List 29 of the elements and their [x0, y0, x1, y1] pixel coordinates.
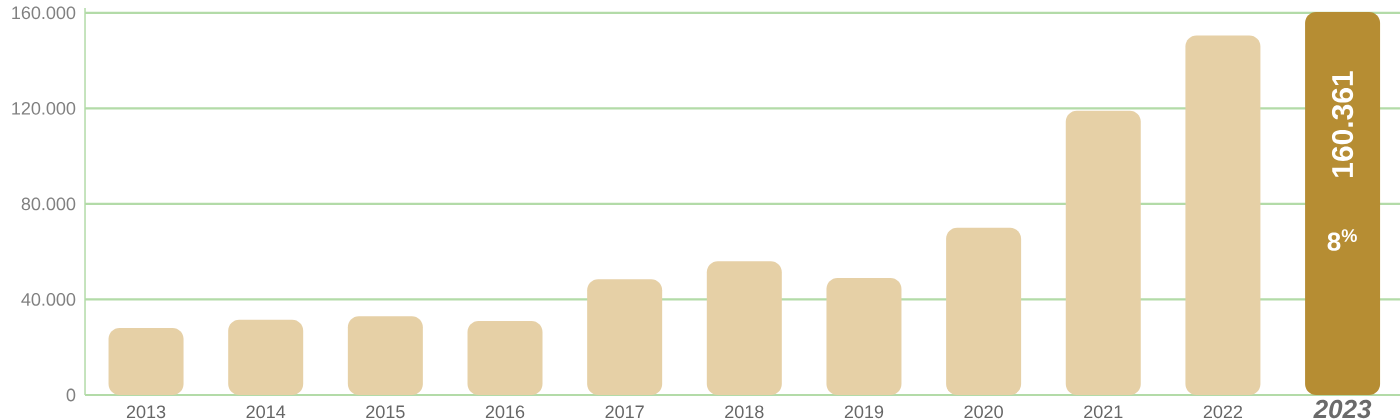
- x-tick-label: 2013: [126, 405, 166, 419]
- x-tick-label: 2022: [1203, 405, 1243, 419]
- x-tick-label: 2023: [1313, 399, 1372, 419]
- x-tick-label: 2017: [605, 405, 644, 419]
- bar: [826, 277, 902, 395]
- y-tick-label: 80.000: [21, 197, 76, 211]
- bar: [1305, 11, 1381, 395]
- bar: [1185, 35, 1261, 395]
- y-tick-label: 160.000: [12, 6, 76, 20]
- bar: [587, 279, 663, 395]
- x-tick-label: 2020: [964, 405, 1003, 419]
- y-tick-label: 0: [66, 388, 76, 402]
- bar: [228, 319, 304, 395]
- bar: [1065, 110, 1141, 395]
- bar: [946, 227, 1022, 395]
- bar: [108, 328, 184, 395]
- bar: [347, 316, 423, 395]
- annotation: 8$^{%}$: [1327, 229, 1357, 251]
- y-tick-label: 40.000: [21, 293, 76, 306]
- x-tick-label: 2021: [1084, 405, 1123, 419]
- x-tick-label: 2018: [725, 405, 764, 419]
- x-tick-label: 2019: [844, 405, 884, 419]
- bar: [467, 320, 543, 395]
- x-tick-label: 2015: [366, 405, 405, 419]
- y-tick-label: 120.000: [12, 101, 76, 115]
- x-tick-label: 2016: [485, 405, 525, 419]
- x-tick-label: 2014: [246, 405, 286, 419]
- bar: [706, 261, 782, 395]
- data-label: 160.361: [1331, 71, 1354, 177]
